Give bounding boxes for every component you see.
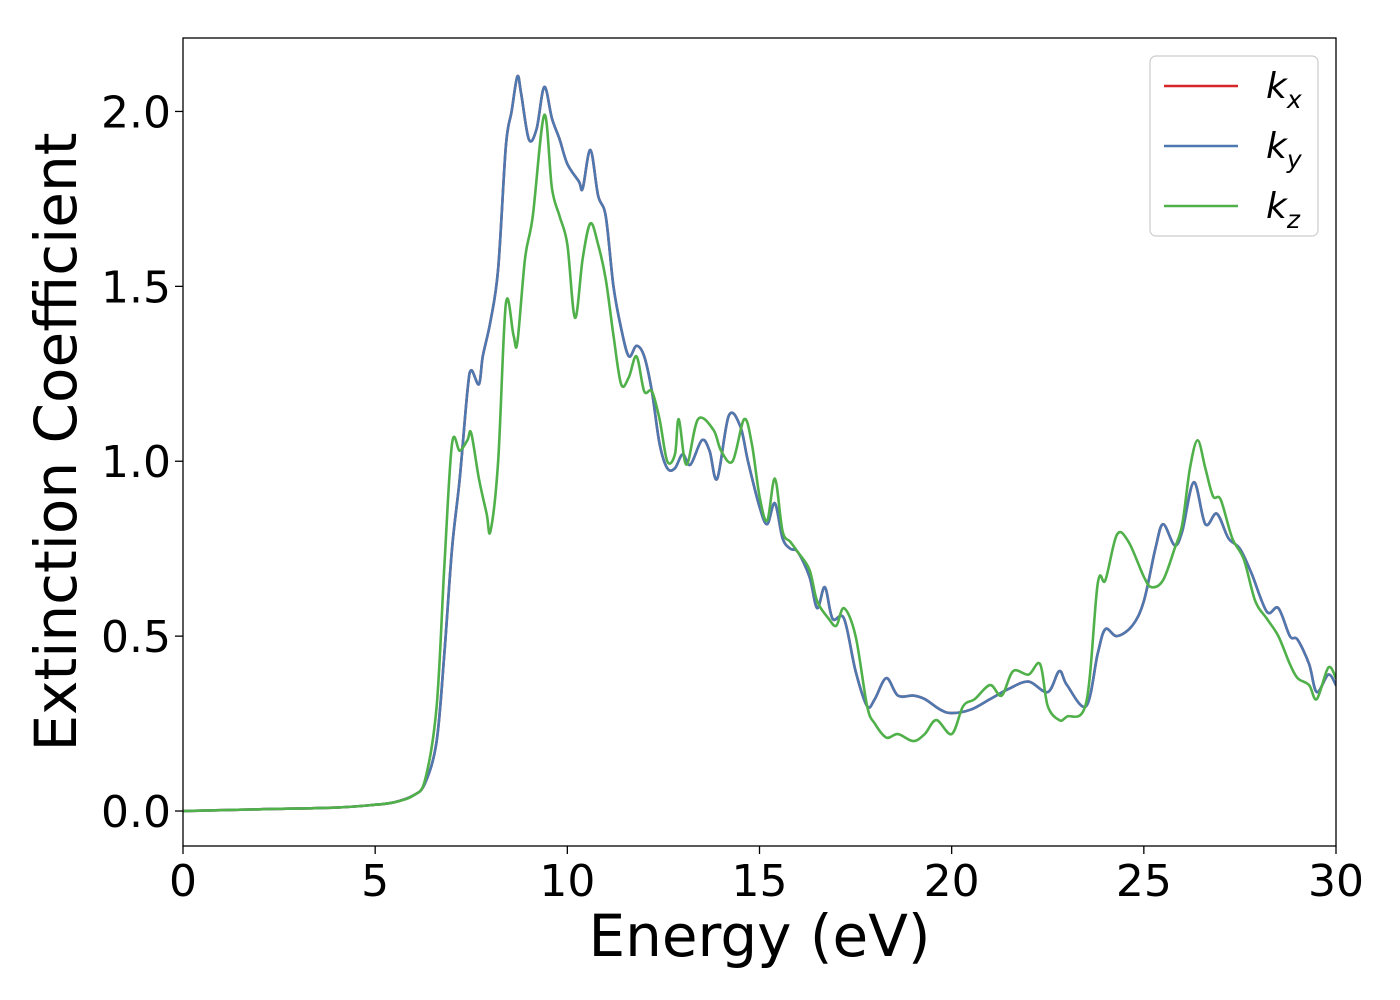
y-tick-label: 1.0	[101, 437, 171, 488]
series-line-z	[183, 113, 1336, 813]
series-layer	[183, 74, 1336, 813]
legend-label-z: kz	[1266, 186, 1301, 234]
x-axis-title: Energy (eV)	[588, 902, 930, 970]
y-tick-label: 1.5	[101, 262, 171, 313]
x-axis-ticks: 0 5 10 15 20 25 30	[169, 846, 1364, 907]
x-tick-label: 25	[1116, 856, 1172, 907]
y-axis-ticks: 0.0 0.5 1.0 1.5 2.0	[101, 87, 183, 838]
y-tick-label: 0.0	[101, 787, 171, 838]
x-tick-label: 15	[732, 856, 788, 907]
y-tick-label: 0.5	[101, 612, 171, 663]
x-tick-label: 30	[1308, 856, 1364, 907]
y-axis-title: Extinction Coefficient	[22, 133, 90, 752]
x-tick-label: 0	[169, 856, 197, 907]
series-line-y	[183, 74, 1336, 813]
x-tick-label: 20	[924, 856, 980, 907]
y-tick-label: 2.0	[101, 87, 171, 138]
x-tick-label: 10	[539, 856, 595, 907]
legend-label-x: kx	[1266, 66, 1302, 114]
legend-label-y: ky	[1266, 126, 1303, 174]
legend: kx ky kz	[1149, 55, 1319, 237]
legend-items: kx ky kz	[1164, 66, 1303, 234]
x-tick-label: 5	[361, 856, 389, 907]
